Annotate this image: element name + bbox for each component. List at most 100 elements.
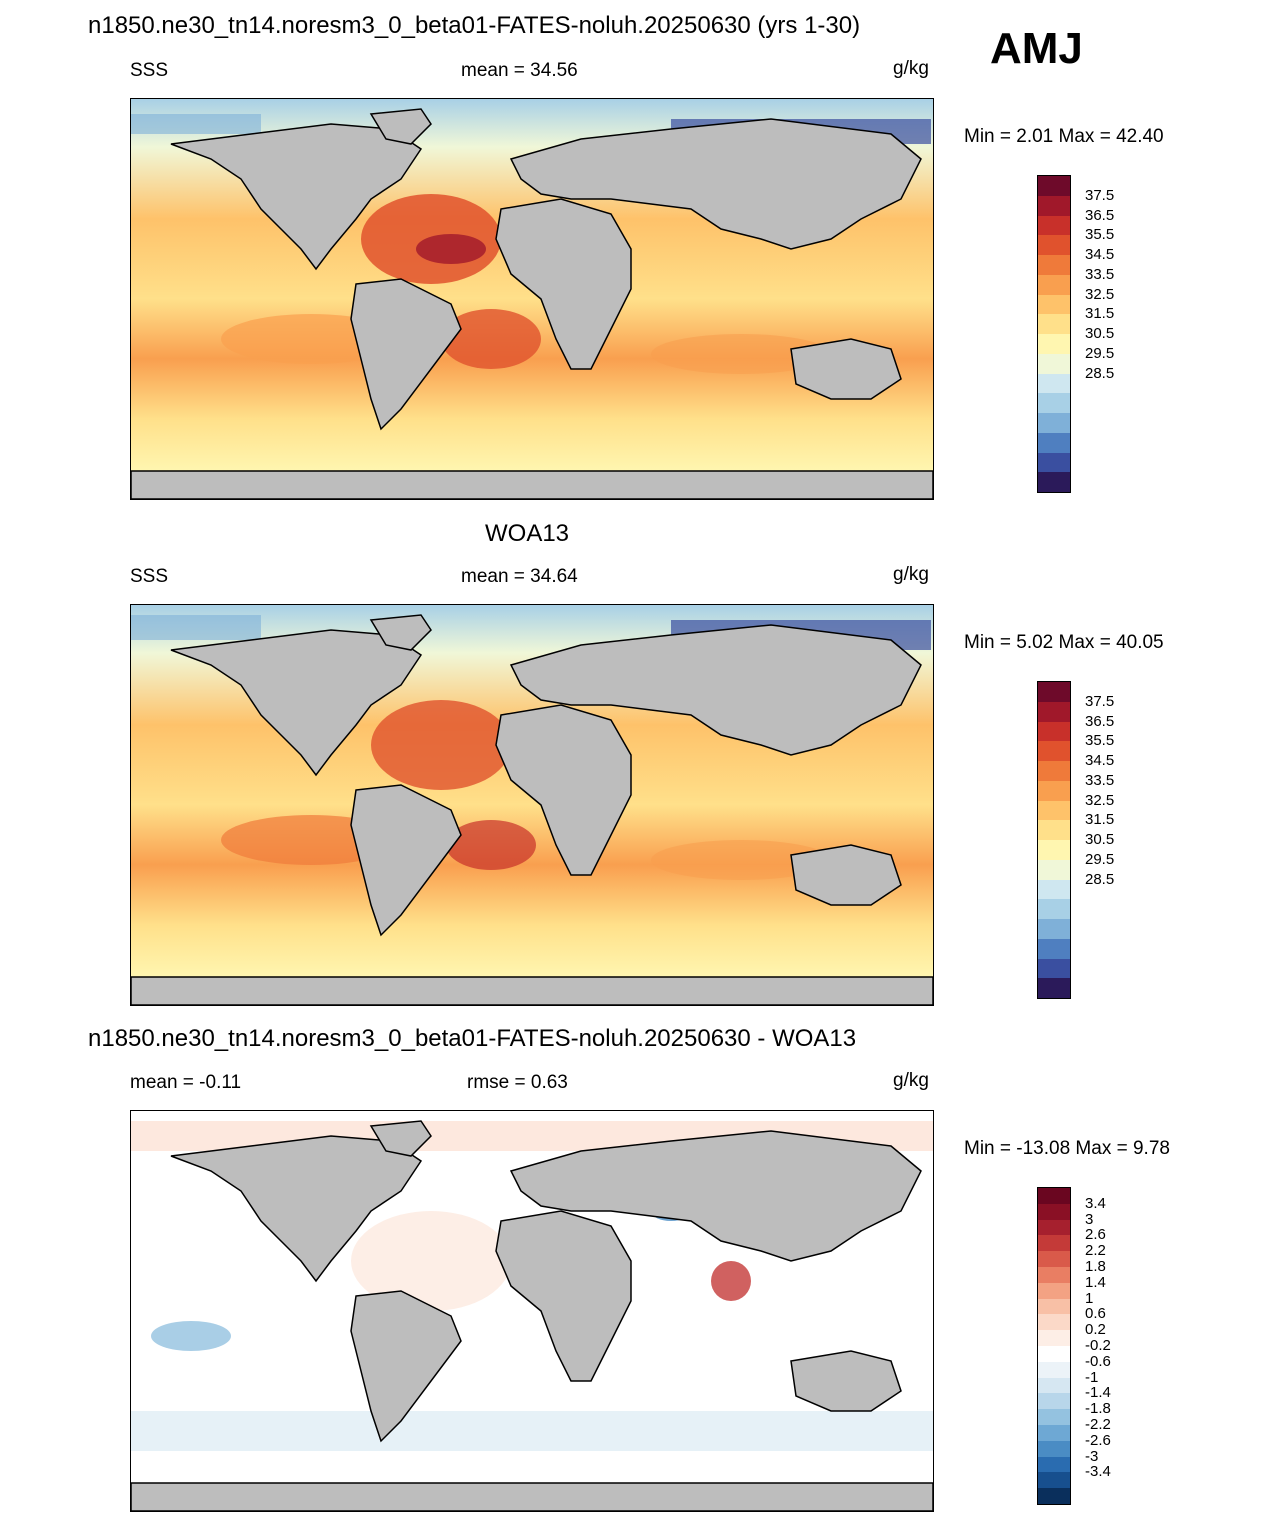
eurasia xyxy=(509,624,922,756)
colorbar-tick-label: 34.5 xyxy=(1085,246,1115,263)
colorbar-swatch xyxy=(1038,1488,1070,1504)
colorbar-tick-label: -2.2 xyxy=(1085,1416,1111,1433)
land-mask xyxy=(131,614,933,1005)
colorbar-swatch xyxy=(1038,721,1070,742)
colorbar-tick-label: 3 xyxy=(1085,1210,1094,1228)
indian-ocean-band xyxy=(651,840,831,880)
panel3-map xyxy=(130,1110,934,1512)
colorbar-swatch xyxy=(1038,195,1070,216)
colorbar-swatch xyxy=(1038,899,1070,919)
colorbar-swatch xyxy=(1038,938,1070,959)
australia xyxy=(790,338,902,400)
panel3-title: n1850.ne30_tn14.noresm3_0_beta01-FATES-n… xyxy=(88,1025,857,1052)
colorbar-swatch xyxy=(1038,452,1070,473)
colorbar-swatch xyxy=(1038,294,1070,315)
colorbar-tick-label: 37.5 xyxy=(1085,186,1115,204)
north-america xyxy=(170,123,423,271)
colorbar-tick-label: 33.5 xyxy=(1085,265,1115,283)
colorbar-swatch xyxy=(1038,800,1070,821)
eurasia xyxy=(509,118,922,250)
colorbar-swatch xyxy=(1038,255,1070,275)
colorbar-tick-label: -0.2 xyxy=(1085,1337,1111,1354)
colorbar-swatch xyxy=(1038,314,1070,334)
colorbar-swatch xyxy=(1038,1203,1070,1220)
colorbar-swatch xyxy=(1038,472,1070,492)
panel1-mean-label: mean = 34.56 xyxy=(461,60,578,81)
colorbar-swatch xyxy=(1038,393,1070,413)
indian-ocean-band xyxy=(651,334,831,374)
colorbar-tick-label: 30.5 xyxy=(1085,831,1115,848)
colorbar-tick-label: 2.6 xyxy=(1085,1226,1106,1244)
colorbar-swatch xyxy=(1038,235,1070,255)
season-label: AMJ xyxy=(990,24,1083,73)
colorbar-swatch xyxy=(1038,820,1070,840)
land-mask xyxy=(131,1120,933,1511)
colorbar-tick-label: -1.8 xyxy=(1085,1400,1111,1418)
colorbar-tick-label: 34.5 xyxy=(1085,752,1115,769)
colorbar-swatch xyxy=(1038,215,1070,236)
colorbar-swatch xyxy=(1038,1282,1070,1299)
colorbar-swatch xyxy=(1038,780,1070,801)
colorbar-swatch xyxy=(1038,978,1070,998)
panel2-minmax: Min = 5.02 Max = 40.05 xyxy=(964,632,1164,653)
atlantic-positive xyxy=(351,1211,511,1311)
australia xyxy=(790,1350,902,1412)
colorbar-swatch xyxy=(1038,1219,1070,1236)
colorbar-tick-label: 28.5 xyxy=(1085,870,1115,888)
atlantic-high-salinity xyxy=(371,700,511,790)
colorbar-swatch xyxy=(1038,958,1070,979)
colorbar-swatch xyxy=(1038,1377,1070,1394)
antarctica xyxy=(131,470,933,499)
africa xyxy=(495,704,632,876)
panel2-colorbar xyxy=(1037,681,1071,999)
colorbar-swatch xyxy=(1038,334,1070,354)
colorbar-swatch xyxy=(1038,1393,1070,1410)
eurasia xyxy=(509,1130,922,1262)
colorbar-tick-label: 2.2 xyxy=(1085,1242,1106,1260)
colorbar-tick-label: 28.5 xyxy=(1085,364,1115,382)
colorbar-tick-label: 35.5 xyxy=(1085,732,1115,750)
greenland xyxy=(369,1120,432,1157)
colorbar-swatch xyxy=(1038,1266,1070,1283)
colorbar-tick-label: -1.4 xyxy=(1085,1384,1111,1402)
colorbar-swatch xyxy=(1038,701,1070,722)
colorbar-swatch xyxy=(1038,1251,1070,1267)
colorbar-swatch xyxy=(1038,1345,1070,1362)
north-america xyxy=(170,1135,423,1283)
colorbar-tick-label: -3.4 xyxy=(1085,1463,1111,1481)
panel1-units-label: g/kg xyxy=(893,58,929,79)
colorbar-tick-label: 32.5 xyxy=(1085,791,1115,809)
colorbar-swatch xyxy=(1038,840,1070,860)
north-america xyxy=(170,629,423,777)
south-atlantic-high xyxy=(446,820,536,870)
south-america xyxy=(350,278,462,431)
panel2-mean-label: mean = 34.64 xyxy=(461,566,578,587)
colorbar-tick-label: 0.6 xyxy=(1085,1305,1106,1323)
colorbar-tick-label: -0.6 xyxy=(1085,1352,1111,1370)
colorbar-swatch xyxy=(1038,373,1070,394)
panel3-minmax: Min = -13.08 Max = 9.78 xyxy=(964,1138,1170,1159)
colorbar-swatch xyxy=(1038,879,1070,900)
colorbar-tick-label: 32.5 xyxy=(1085,285,1115,303)
colorbar-swatch xyxy=(1038,1424,1070,1441)
panel2-map xyxy=(130,604,934,1006)
southern-ocean-negative xyxy=(131,1411,933,1451)
colorbar-swatch xyxy=(1038,1440,1070,1457)
antarctica xyxy=(131,1482,933,1511)
colorbar-swatch xyxy=(1038,682,1070,702)
panel3-units-label: g/kg xyxy=(893,1070,929,1091)
colorbar-swatch xyxy=(1038,1361,1070,1378)
colorbar-tick-label: 1 xyxy=(1085,1289,1094,1307)
colorbar-tick-label: 33.5 xyxy=(1085,771,1115,789)
colorbar-tick-label: 29.5 xyxy=(1085,850,1115,868)
colorbar-swatch xyxy=(1038,761,1070,781)
panel1-map xyxy=(130,98,934,500)
colorbar-tick-label: 35.5 xyxy=(1085,226,1115,244)
panel2-map-svg xyxy=(131,605,933,1005)
south-america xyxy=(350,1290,462,1443)
colorbar-swatch xyxy=(1038,1456,1070,1473)
panel3-map-svg xyxy=(131,1111,933,1511)
colorbar-swatch xyxy=(1038,1330,1070,1346)
panel2-variable-label: SSS xyxy=(130,566,169,587)
panel1-colorbar xyxy=(1037,175,1071,493)
